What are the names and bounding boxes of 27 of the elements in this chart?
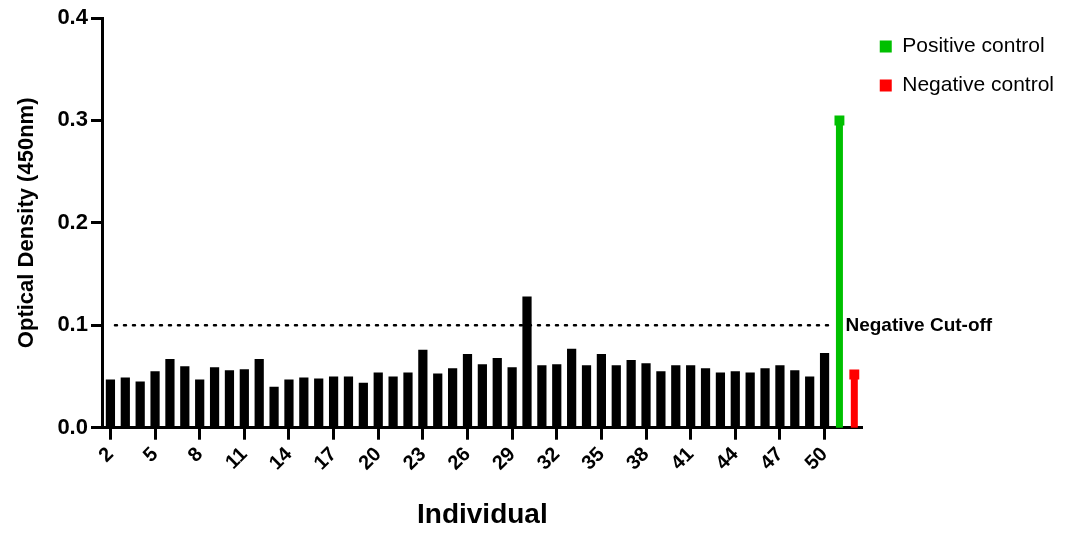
x-tick-label: 17	[309, 442, 341, 474]
x-tick-label: 5	[138, 442, 162, 466]
legend-label: Positive control	[902, 33, 1045, 57]
x-tick-label: 8	[182, 442, 207, 466]
x-tick-label: 14	[264, 441, 297, 474]
x-axis-title: Individual	[417, 497, 548, 529]
x-tick-label: 32	[532, 442, 564, 474]
y-tick-label: 0.0	[57, 413, 88, 439]
x-tick-label: 11	[220, 442, 252, 473]
y-tick-label: 0.2	[57, 208, 88, 234]
x-tick-label: 20	[353, 442, 385, 474]
x-tick-label: 38	[621, 442, 653, 474]
x-tick-label: 44	[710, 441, 743, 474]
y-tick-label: 0.3	[57, 106, 88, 132]
x-tick-label: 47	[755, 442, 787, 474]
x-tick-label: 23	[398, 442, 430, 474]
x-tick-label: 41	[666, 442, 698, 474]
y-tick-label: 0.4	[57, 4, 89, 30]
x-tick-label: 2	[93, 442, 118, 466]
legend-label: Negative control	[902, 72, 1054, 96]
ref-line-label: Negative Cut-off	[845, 313, 993, 335]
x-tick-label: 35	[576, 442, 609, 474]
x-tick-label: 29	[487, 442, 519, 474]
x-tick-label: 26	[442, 442, 475, 474]
y-tick-label: 0.1	[57, 311, 88, 337]
x-tick-label: 50	[800, 442, 832, 474]
y-axis-title: Optical Density (450nm)	[13, 97, 39, 349]
